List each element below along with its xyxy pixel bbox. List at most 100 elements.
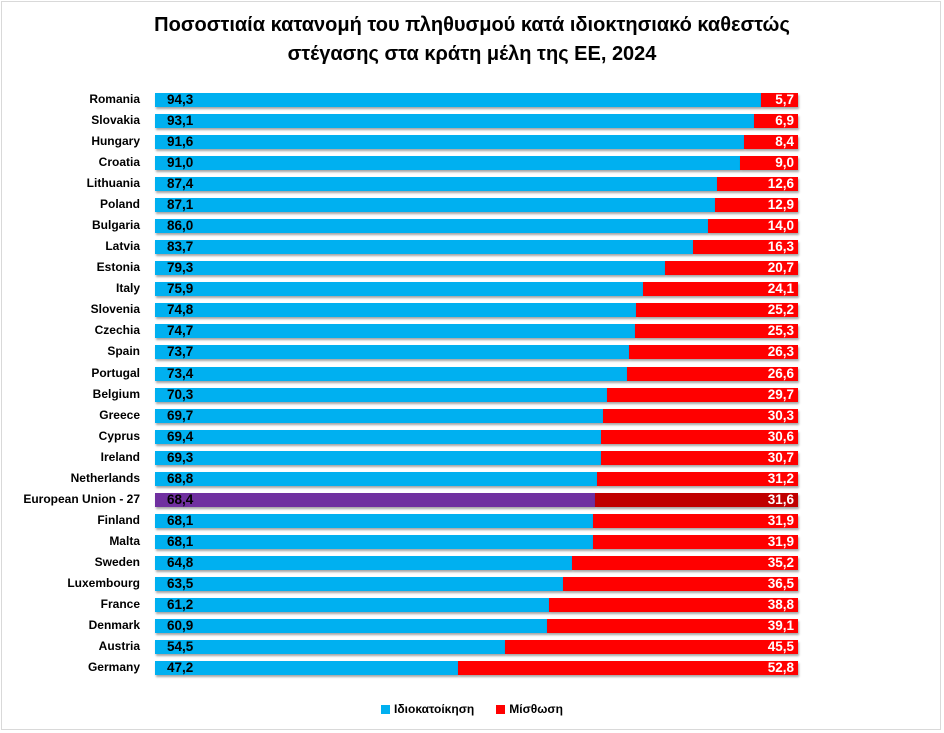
category-label: Portugal <box>91 365 140 380</box>
category-label: France <box>100 596 140 611</box>
category-label: Belgium <box>92 386 140 401</box>
category-label: Italy <box>115 281 140 296</box>
legend-swatch-rent <box>496 705 506 715</box>
value-label-owner: 93,1 <box>167 113 194 129</box>
chart-legend: Ιδιοκατοίκηση Μίσθωση <box>20 702 924 716</box>
bar-owner <box>155 198 716 213</box>
bar-owner <box>155 345 629 360</box>
bar-rent <box>693 240 798 255</box>
bar-owner <box>155 177 717 192</box>
bar-owner <box>155 534 593 549</box>
bar-rent <box>505 640 798 655</box>
value-label-rent: 25,2 <box>767 302 794 318</box>
legend-swatch-owner <box>381 705 391 715</box>
value-label-owner: 69,4 <box>167 428 194 444</box>
bar-rent <box>753 114 798 129</box>
value-label-rent: 5,7 <box>775 92 794 107</box>
value-label-owner: 83,7 <box>167 239 194 255</box>
chart-title-line2: στέγασης στα κράτη μέλη της ΕΕ, 2024 <box>287 43 657 65</box>
bar-owner <box>155 366 627 381</box>
value-label-owner: 73,4 <box>167 365 194 381</box>
category-label: Germany <box>87 660 140 675</box>
category-label: Greece <box>99 407 140 422</box>
bar-owner <box>155 597 549 612</box>
value-label-owner: 47,2 <box>167 660 194 676</box>
value-label-owner: 79,3 <box>167 260 194 276</box>
value-label-rent: 30,7 <box>767 449 794 465</box>
value-label-rent: 52,8 <box>767 660 794 676</box>
value-label-rent: 25,3 <box>767 323 794 339</box>
category-label: Bulgaria <box>91 218 140 233</box>
value-label-rent: 12,6 <box>767 176 794 192</box>
value-label-rent: 24,1 <box>767 281 794 297</box>
bar-rent <box>635 303 798 318</box>
bar-owner <box>155 156 741 171</box>
category-label: Hungary <box>91 134 140 149</box>
bar-owner <box>155 576 564 591</box>
bar-rent <box>761 93 798 107</box>
value-label-owner: 70,3 <box>167 386 194 402</box>
bar-rent <box>743 135 798 150</box>
value-label-owner: 63,5 <box>167 575 194 591</box>
bar-rent <box>603 408 798 423</box>
value-label-rent: 20,7 <box>767 260 794 276</box>
bar-rent <box>600 450 798 465</box>
legend-label-owner: Ιδιοκατοίκηση <box>394 702 475 716</box>
category-label: Slovenia <box>90 302 140 317</box>
bar-rent <box>643 282 798 297</box>
bar-rent <box>571 555 798 570</box>
category-label: Poland <box>99 197 140 212</box>
category-label: Slovakia <box>91 113 140 128</box>
bar-owner <box>155 408 604 423</box>
category-label: Finland <box>97 512 140 527</box>
legend-item-rent: Μίσθωση <box>496 702 563 716</box>
bar-rent <box>716 177 798 192</box>
value-label-owner: 91,0 <box>167 155 194 171</box>
bar-rent <box>546 619 798 633</box>
bar-owner <box>155 429 602 444</box>
category-label: Luxembourg <box>67 575 140 590</box>
bar-rent <box>458 661 798 676</box>
category-label: Latvia <box>105 239 140 254</box>
category-label: Lithuania <box>86 176 140 191</box>
category-label: Austria <box>98 639 140 654</box>
value-label-rent: 31,9 <box>767 533 794 549</box>
bar-owner <box>155 261 665 276</box>
category-label: European Union - 27 <box>23 491 140 506</box>
category-label: Spain <box>107 344 140 359</box>
value-label-rent: 6,9 <box>775 113 794 129</box>
value-label-rent: 30,3 <box>767 407 794 423</box>
value-label-owner: 86,0 <box>167 218 194 234</box>
value-label-rent: 39,1 <box>767 618 794 633</box>
bar-owner <box>155 219 708 234</box>
bar-rent <box>601 429 798 444</box>
value-label-owner: 69,3 <box>167 449 194 465</box>
value-label-rent: 30,6 <box>767 428 794 444</box>
bar-owner <box>155 450 601 465</box>
value-label-rent: 9,0 <box>775 155 794 171</box>
value-label-owner: 64,8 <box>167 554 194 570</box>
bar-owner <box>155 240 694 255</box>
category-label: Denmark <box>88 618 140 632</box>
value-label-owner: 61,2 <box>167 596 194 612</box>
bar-owner <box>155 619 547 633</box>
value-label-rent: 45,5 <box>767 639 794 655</box>
category-label: Sweden <box>94 554 140 569</box>
value-label-rent: 16,3 <box>767 239 794 255</box>
bar-owner <box>155 555 572 570</box>
bar-rent <box>707 219 798 234</box>
value-label-owner: 94,3 <box>167 92 194 107</box>
value-label-rent: 35,2 <box>767 554 794 570</box>
value-label-owner: 68,4 <box>167 491 194 507</box>
bar-owner <box>155 324 636 339</box>
bar-rent <box>548 597 798 612</box>
bar-owner <box>155 303 636 318</box>
bar-rent <box>626 366 798 381</box>
value-label-owner: 74,8 <box>167 302 194 318</box>
legend-label-rent: Μίσθωση <box>509 702 563 716</box>
category-label: Ireland <box>100 449 140 464</box>
category-label: Malta <box>109 533 140 548</box>
bar-rent <box>597 471 798 486</box>
value-label-rent: 29,7 <box>767 386 794 402</box>
